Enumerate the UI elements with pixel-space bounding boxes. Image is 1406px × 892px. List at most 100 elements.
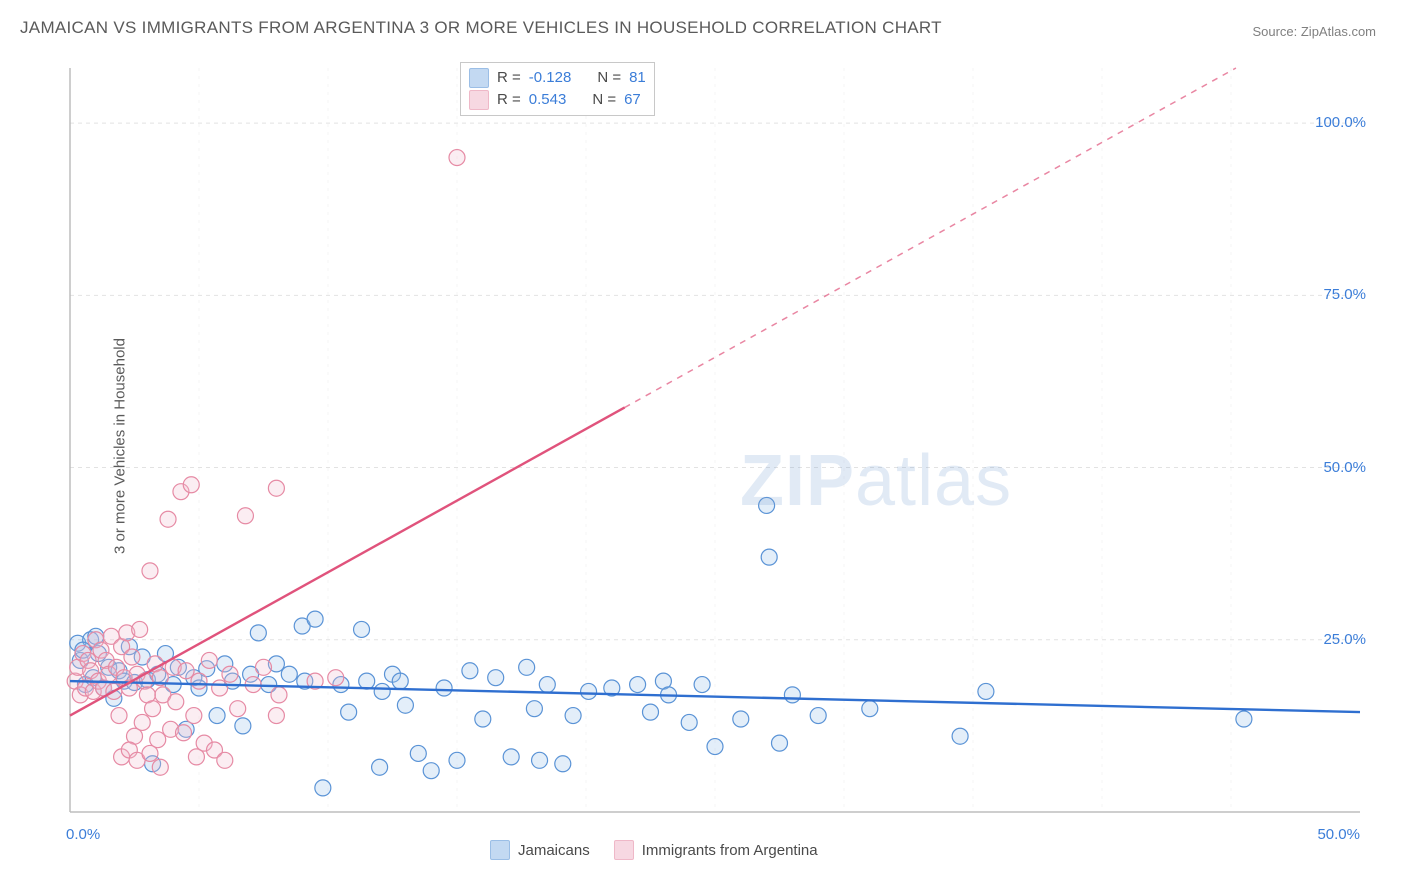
data-point <box>359 673 375 689</box>
data-point <box>532 752 548 768</box>
axis-tick-label: 50.0% <box>1317 826 1360 843</box>
axis-tick-label: 25.0% <box>1323 631 1366 648</box>
data-point <box>565 708 581 724</box>
legend-label: Jamaicans <box>518 842 590 859</box>
axis-tick-label: 50.0% <box>1323 459 1366 476</box>
data-point <box>423 763 439 779</box>
data-point <box>374 683 390 699</box>
data-point <box>733 711 749 727</box>
data-point <box>217 752 233 768</box>
data-point <box>759 497 775 513</box>
stat-r-value: -0.128 <box>529 67 572 89</box>
data-point <box>168 694 184 710</box>
legend-swatch <box>490 840 510 860</box>
data-point <box>271 687 287 703</box>
data-point <box>555 756 571 772</box>
data-point <box>694 677 710 693</box>
data-point <box>978 683 994 699</box>
legend-item: Jamaicans <box>490 840 590 860</box>
data-point <box>124 649 140 665</box>
data-point <box>681 714 697 730</box>
data-point <box>268 708 284 724</box>
data-point <box>201 652 217 668</box>
series-swatch <box>469 90 489 110</box>
data-point <box>235 718 251 734</box>
stat-r-label: R = <box>497 89 521 111</box>
stat-n-value: 67 <box>624 89 641 111</box>
data-point <box>1236 711 1252 727</box>
data-point <box>307 611 323 627</box>
legend-label: Immigrants from Argentina <box>642 842 818 859</box>
data-point <box>952 728 968 744</box>
data-point <box>410 745 426 761</box>
data-point <box>188 749 204 765</box>
data-point <box>315 780 331 796</box>
data-point <box>436 680 452 696</box>
data-point <box>772 735 788 751</box>
stat-n-label: N = <box>592 89 616 111</box>
stats-row: R = -0.128 N = 81 <box>469 67 646 89</box>
chart-area <box>60 60 1380 830</box>
data-point <box>222 666 238 682</box>
data-point <box>643 704 659 720</box>
data-point <box>449 150 465 166</box>
data-point <box>354 621 370 637</box>
data-point <box>862 701 878 717</box>
data-point <box>630 677 646 693</box>
data-point <box>475 711 491 727</box>
data-point <box>178 663 194 679</box>
stat-n-value: 81 <box>629 67 646 89</box>
stats-legend-box: R = -0.128 N = 81 R = 0.543 N = 67 <box>460 62 655 116</box>
data-point <box>784 687 800 703</box>
data-point <box>372 759 388 775</box>
data-point <box>183 477 199 493</box>
data-point <box>212 680 228 696</box>
stats-row: R = 0.543 N = 67 <box>469 89 646 111</box>
data-point <box>462 663 478 679</box>
data-point <box>488 670 504 686</box>
data-point <box>230 701 246 717</box>
data-point <box>526 701 542 717</box>
legend-swatch <box>614 840 634 860</box>
stat-r-label: R = <box>497 67 521 89</box>
data-point <box>111 708 127 724</box>
axis-tick-label: 75.0% <box>1323 286 1366 303</box>
data-point <box>761 549 777 565</box>
data-point <box>268 480 284 496</box>
axis-tick-label: 0.0% <box>66 826 100 843</box>
data-point <box>397 697 413 713</box>
data-point <box>176 725 192 741</box>
scatter-chart <box>60 60 1380 830</box>
data-point <box>328 670 344 686</box>
stat-n-label: N = <box>597 67 621 89</box>
data-point <box>160 511 176 527</box>
series-swatch <box>469 68 489 88</box>
data-point <box>341 704 357 720</box>
data-point <box>145 701 161 717</box>
data-point <box>281 666 297 682</box>
data-point <box>237 508 253 524</box>
data-point <box>810 708 826 724</box>
data-point <box>142 745 158 761</box>
legend-item: Immigrants from Argentina <box>614 840 818 860</box>
chart-title: JAMAICAN VS IMMIGRANTS FROM ARGENTINA 3 … <box>20 18 942 38</box>
data-point <box>209 708 225 724</box>
data-point <box>186 708 202 724</box>
data-point <box>519 659 535 675</box>
source-label: Source: ZipAtlas.com <box>1252 24 1376 39</box>
data-point <box>449 752 465 768</box>
data-point <box>250 625 266 641</box>
data-point <box>142 563 158 579</box>
data-point <box>392 673 408 689</box>
data-point <box>256 659 272 675</box>
data-point <box>134 714 150 730</box>
data-point <box>503 749 519 765</box>
bottom-legend: Jamaicans Immigrants from Argentina <box>490 840 818 860</box>
data-point <box>191 673 207 689</box>
data-point <box>152 759 168 775</box>
data-point <box>539 677 555 693</box>
data-point <box>707 739 723 755</box>
stat-r-value: 0.543 <box>529 89 567 111</box>
axis-tick-label: 100.0% <box>1315 114 1366 131</box>
data-point <box>132 621 148 637</box>
